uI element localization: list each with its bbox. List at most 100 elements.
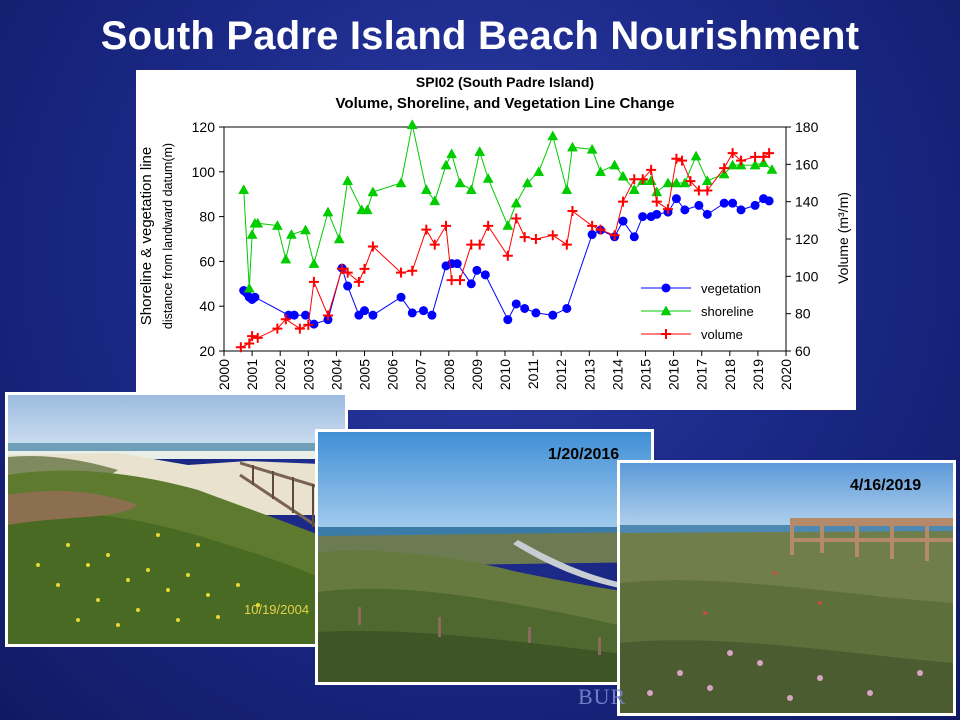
x-tick-label: 2018 [722,359,738,390]
shoreline-point [651,186,663,197]
shoreline-point [243,282,255,293]
y2-axis-title: Volume (m³/m) [835,192,851,284]
vegetation-point [511,299,521,309]
shoreline-point [420,184,432,194]
shoreline-point [595,166,606,177]
volume-point [421,224,432,235]
vegetation-point [671,194,681,204]
vegetation-point [466,279,476,289]
volume-point [685,176,696,187]
vegetation-point [480,270,490,280]
legend-label-shoreline: shoreline [701,304,754,319]
shoreline-point [727,159,739,170]
photo-date-label: 1/20/2016 [548,446,620,463]
vegetation-point [289,310,299,320]
vegetation-point [694,200,704,210]
volume-point [252,332,263,343]
volume-point [547,230,558,241]
shoreline-point [662,177,674,188]
x-tick-label: 2016 [666,359,682,390]
legend-label-vegetation: vegetation [701,281,761,296]
y-axis-title: Shoreline & vegetation line [138,147,155,325]
x-tick-label: 2004 [328,359,344,390]
vegetation-point [587,230,597,240]
y2-tick-label: 60 [795,343,811,359]
shoreline-point [670,177,682,188]
volume-point [235,342,246,353]
vegetation-point [520,303,530,313]
vegetation-point [503,315,513,325]
vegetation-point [764,196,774,206]
shoreline-point [567,141,578,152]
y2-tick-label: 120 [795,231,819,247]
y-tick-label: 120 [192,119,216,135]
volume-point [455,275,466,286]
shoreline-point [454,177,466,188]
shoreline-point [308,258,320,268]
y-axis-subtitle: distance from landward datum(m) [161,143,175,329]
volume-point [677,155,688,166]
vegetation-point [719,198,729,208]
y-tick-label: 100 [192,164,216,180]
vegetation-point [728,198,738,208]
vegetation-point [343,281,353,291]
shoreline-point [406,119,418,130]
chart-panel: 2000 2001 2002 2003 2004 2005 2006 2007 2008 2009… [136,70,856,410]
chart-legend: vegetation shoreline volume [641,281,761,342]
volume-point [719,163,730,174]
shoreline-point [547,130,559,141]
series-line-vegetation [243,197,770,325]
shoreline-point [586,143,598,154]
shoreline-point [367,186,379,197]
chart-title: SPI02 (South Padre Island) [416,74,594,90]
y-tick-label: 40 [199,298,215,314]
volume-point [511,213,522,224]
vegetation-point [452,259,462,269]
volume-point [303,319,314,330]
shoreline-point [690,150,702,161]
volume-point [595,224,606,235]
volume-point [736,155,747,166]
series-line-shoreline [243,124,773,289]
shoreline-point [510,197,522,208]
volume-point [609,230,620,241]
x-tick-label: 2007 [413,359,429,390]
shoreline-point [238,184,250,194]
shoreline-point [482,173,494,183]
volume-point [446,275,457,286]
y2-tick-label: 100 [795,268,819,284]
y2-tick-label: 80 [795,306,811,322]
vegetation-point [427,310,437,320]
x-tick-label: 2012 [553,359,569,390]
x-tick-label: 2003 [300,359,316,390]
watermark-logo: BUR [578,684,627,709]
dune-photo-image [8,395,345,644]
shoreline-point [533,166,545,177]
vegetation-point [360,306,369,316]
x-tick-label: 2015 [638,359,654,390]
series-line-volume [240,152,770,348]
volume-point [359,263,370,274]
x-tick-label: 2014 [609,359,625,390]
shoreline-point [766,164,778,174]
volume-point [353,276,364,287]
y-tick-label: 20 [199,343,215,359]
vegetation-point [736,205,746,215]
y2-tick-label: 160 [795,156,819,172]
vegetation-point [531,308,541,318]
volume-point [308,276,319,287]
shoreline-point [322,206,334,217]
shoreline-point [300,224,311,235]
x-tick-label: 2020 [778,359,794,390]
volume-point [294,323,305,334]
vegetation-point [472,265,482,275]
volume-point [367,241,378,252]
volume-point [567,206,578,216]
vegetation-point [702,209,712,219]
photo-dunes-2004: 10/19/2004 [5,392,348,647]
shoreline-point [342,175,354,186]
x-tick-label: 2009 [469,359,485,390]
volume-point [519,232,530,243]
shoreline-point [617,170,629,181]
volume-point [662,204,673,215]
